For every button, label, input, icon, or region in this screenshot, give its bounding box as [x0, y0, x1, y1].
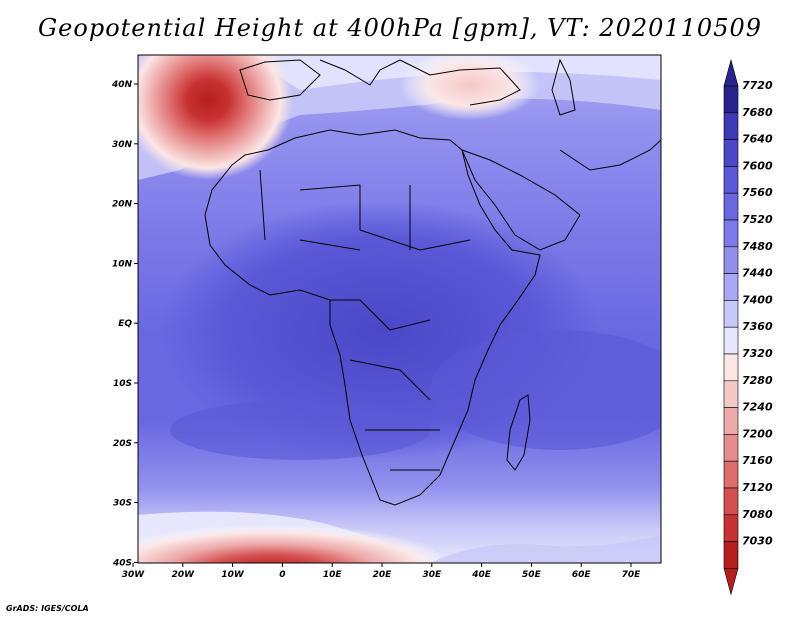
- lon-tick-label: 20E: [373, 570, 393, 580]
- colorbar-label: 7280: [742, 374, 773, 387]
- colorbar-swatch: [723, 112, 739, 140]
- colorbar-label: 7680: [742, 106, 773, 119]
- colorbar-label: 7640: [742, 133, 773, 146]
- colorbar-label: 7160: [742, 454, 773, 467]
- colorbar-label: 7720: [742, 79, 773, 92]
- chart-title: Geopotential Height at 400hPa [gpm], VT:…: [38, 14, 762, 42]
- lat-tick-label: 20N: [112, 200, 133, 210]
- colorbar-label: 7560: [742, 186, 773, 199]
- colorbar-label: 7030: [742, 535, 773, 548]
- lat-tick-label: 20S: [113, 439, 132, 449]
- colorbar-swatch: [723, 192, 739, 221]
- height-field: [138, 55, 661, 563]
- lat-tick-label: 40N: [111, 80, 133, 90]
- colorbar-label: 7120: [742, 481, 773, 494]
- colorbar-swatch: [723, 166, 739, 194]
- lon-tick-label: 60E: [572, 570, 592, 580]
- lat-ticks: 40N 30N 20N 10N EQ 10S 20S 30S 40S: [111, 80, 138, 568]
- coastlines: [204, 58, 661, 506]
- colorbar-swatch: [723, 273, 739, 301]
- lat-tick-label: 10N: [112, 259, 133, 269]
- colorbar-label: 7320: [742, 347, 773, 360]
- colorbar-swatch: [723, 487, 739, 516]
- colorbar-label: 7080: [742, 508, 773, 521]
- lon-tick-label: 20W: [172, 570, 196, 580]
- colorbar-swatch: [723, 353, 739, 382]
- map-frame: [137, 54, 662, 564]
- lon-tick-label: 50E: [522, 570, 542, 580]
- lon-tick-label: 10E: [323, 570, 343, 580]
- colorbar-label: 7240: [742, 401, 773, 414]
- lat-tick-label: 30S: [113, 499, 132, 509]
- lon-tick-label: 10W: [221, 570, 245, 580]
- colorbar-swatch: [723, 514, 739, 542]
- colorbar-swatch: [723, 380, 739, 408]
- colorbar-max-arrow: [723, 58, 739, 87]
- colorbar-swatch: [723, 85, 739, 114]
- colorbar-label: 7440: [742, 267, 773, 280]
- colorbar-swatch: [723, 219, 739, 248]
- lon-tick-label: 30E: [422, 570, 442, 580]
- colorbar-label: 7520: [742, 213, 773, 226]
- colorbar-label: 7400: [742, 293, 773, 306]
- lon-ticks: 30W 20W 10W 0 10E 20E 30E 40E 50E 60E 70E: [122, 563, 641, 580]
- colorbar-swatch: [723, 139, 739, 167]
- colorbar-label: 7200: [742, 427, 773, 440]
- colorbar-swatch: [723, 460, 739, 489]
- lat-tick-label: EQ: [118, 319, 132, 329]
- colorbar-swatch: [723, 407, 739, 435]
- footer-credit: GrADS: IGES/COLA: [6, 604, 89, 613]
- lon-tick-label: 0: [279, 570, 285, 580]
- colorbar-swatch: [723, 541, 739, 569]
- lat-tick-label: 40S: [112, 558, 132, 568]
- colorbar-label: 7600: [742, 159, 773, 172]
- colorbar-label: 7360: [742, 320, 773, 333]
- colorbar-swatch: [723, 434, 739, 462]
- colorbar-swatch: [723, 246, 739, 274]
- lat-tick-label: 10S: [113, 379, 132, 389]
- colorbar-min-arrow: [723, 568, 739, 596]
- colorbar-label: 7480: [742, 240, 773, 253]
- colorbar-swatch: [723, 300, 739, 328]
- lon-tick-label: 40E: [471, 570, 492, 580]
- lat-tick-label: 30N: [112, 140, 133, 150]
- colorbar: 7720 7680 7640 7600 7560 7520 7480 7440 7400 7360…: [723, 58, 773, 596]
- colorbar-swatch: [723, 326, 739, 355]
- lon-tick-label: 70E: [622, 570, 642, 580]
- lon-tick-label: 30W: [122, 570, 146, 580]
